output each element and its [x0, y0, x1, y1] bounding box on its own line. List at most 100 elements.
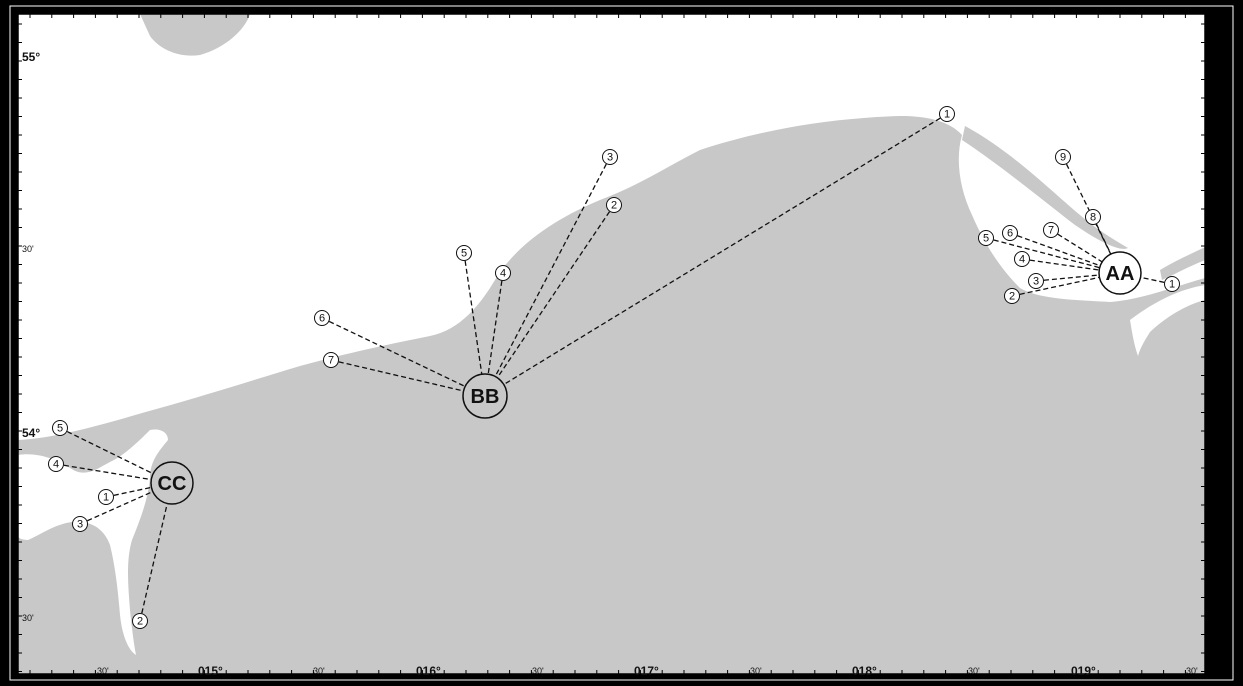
reference-point-marker: 5 [978, 230, 994, 246]
lagoon-west [18, 429, 168, 655]
bearing-line [1043, 274, 1100, 281]
point-number: 4 [1019, 254, 1025, 266]
point-circle [1004, 288, 1020, 304]
station-marker: BB [462, 373, 508, 419]
point-circle [323, 352, 339, 368]
bearing-line [1017, 235, 1101, 267]
point-number: 7 [328, 355, 334, 367]
spit-east [1160, 247, 1205, 280]
point-number: 4 [53, 459, 59, 471]
bearing-line [1057, 233, 1103, 263]
lon-label: 30' [1186, 666, 1198, 676]
point-number: 7 [1048, 225, 1054, 237]
reference-point-marker: 8 [1085, 209, 1101, 225]
station-label: AA [1106, 263, 1135, 285]
lon-label: 30' [313, 666, 325, 676]
lon-label: 30' [97, 666, 109, 676]
point-number: 5 [983, 233, 989, 245]
lat-label-53-30: 30' [22, 613, 34, 623]
point-number: 5 [57, 423, 63, 435]
station-label: CC [158, 473, 187, 495]
point-circle [98, 489, 114, 505]
point-circle [939, 106, 955, 122]
point-circle [456, 245, 472, 261]
reference-point-marker: 2 [606, 197, 622, 213]
point-circle [1085, 209, 1101, 225]
lon-label: 015° [198, 664, 223, 678]
point-circle [978, 230, 994, 246]
lon-labels: 30' 015° 30' 016° 30' 017° 30' 018° 30' … [97, 664, 1198, 678]
graticule-ticks [18, 14, 1205, 674]
bearing-line [496, 211, 611, 379]
reference-point-marker: 5 [456, 245, 472, 261]
point-number: 6 [319, 313, 325, 325]
point-circle [314, 310, 330, 326]
lat-label-54: 54° [22, 426, 40, 440]
bearing-line [63, 464, 152, 481]
point-circle [495, 265, 511, 281]
lat-label-54-30: 30' [22, 244, 34, 254]
point-circle [602, 149, 618, 165]
point-number: 9 [1060, 152, 1066, 164]
station-circle [1098, 251, 1142, 295]
lon-label: 016° [416, 664, 441, 678]
reference-point-marker: 3 [72, 516, 88, 532]
point-number: 2 [137, 616, 143, 628]
lon-label: 30' [750, 666, 762, 676]
reference-point-marker: 5 [52, 420, 68, 436]
bearing-line [338, 361, 464, 392]
reference-point-marker: 1 [1164, 276, 1180, 292]
point-number: 8 [1090, 212, 1096, 224]
point-circle [48, 456, 64, 472]
reference-point-marker: 2 [132, 613, 148, 629]
point-circle [1002, 225, 1018, 241]
point-number: 2 [1009, 291, 1015, 303]
reference-point-marker: 3 [1028, 273, 1044, 289]
bearing-line [87, 490, 154, 522]
reference-point-marker: 6 [1002, 225, 1018, 241]
stations: AA BB CC [150, 251, 1142, 505]
point-circle [52, 420, 68, 436]
station-marker: AA [1098, 251, 1142, 295]
reference-point-marker: 3 [602, 149, 618, 165]
point-number: 6 [1007, 228, 1013, 240]
lon-label: 019° [1071, 664, 1096, 678]
bearing-line [113, 486, 152, 496]
bearing-line [503, 117, 941, 386]
bearing-line [993, 239, 1100, 269]
reference-point-marker: 4 [1014, 251, 1030, 267]
point-number: 3 [607, 152, 613, 164]
point-number: 5 [461, 248, 467, 260]
spit-north [962, 126, 1128, 249]
lon-label: 30' [968, 666, 980, 676]
point-number: 3 [77, 519, 83, 531]
station-marker: CC [150, 461, 194, 505]
point-circle [606, 197, 622, 213]
point-circle [1014, 251, 1030, 267]
point-circle [1055, 149, 1071, 165]
bearing-line [464, 260, 483, 375]
lon-label: 018° [852, 664, 877, 678]
reference-point-marker: 4 [48, 456, 64, 472]
lat-label-55: 55° [22, 50, 40, 64]
point-circle [132, 613, 148, 629]
reference-point-marker: 9 [1055, 149, 1071, 165]
point-circle [1043, 222, 1059, 238]
island-north [140, 14, 250, 56]
point-number: 3 [1033, 276, 1039, 288]
chart-border [17, 13, 1206, 675]
station-circle [462, 373, 508, 419]
reference-point-marker: 2 [1004, 288, 1020, 304]
point-circle [1164, 276, 1180, 292]
point-number: 4 [500, 268, 506, 280]
bearing-line [141, 503, 168, 614]
bearing-line [1019, 276, 1100, 295]
bearing-line [328, 320, 466, 388]
bearing-lines [63, 117, 1165, 614]
point-number: 1 [103, 492, 109, 504]
lon-label: 30' [532, 666, 544, 676]
point-number: 1 [1169, 279, 1175, 291]
point-circle [1028, 273, 1044, 289]
